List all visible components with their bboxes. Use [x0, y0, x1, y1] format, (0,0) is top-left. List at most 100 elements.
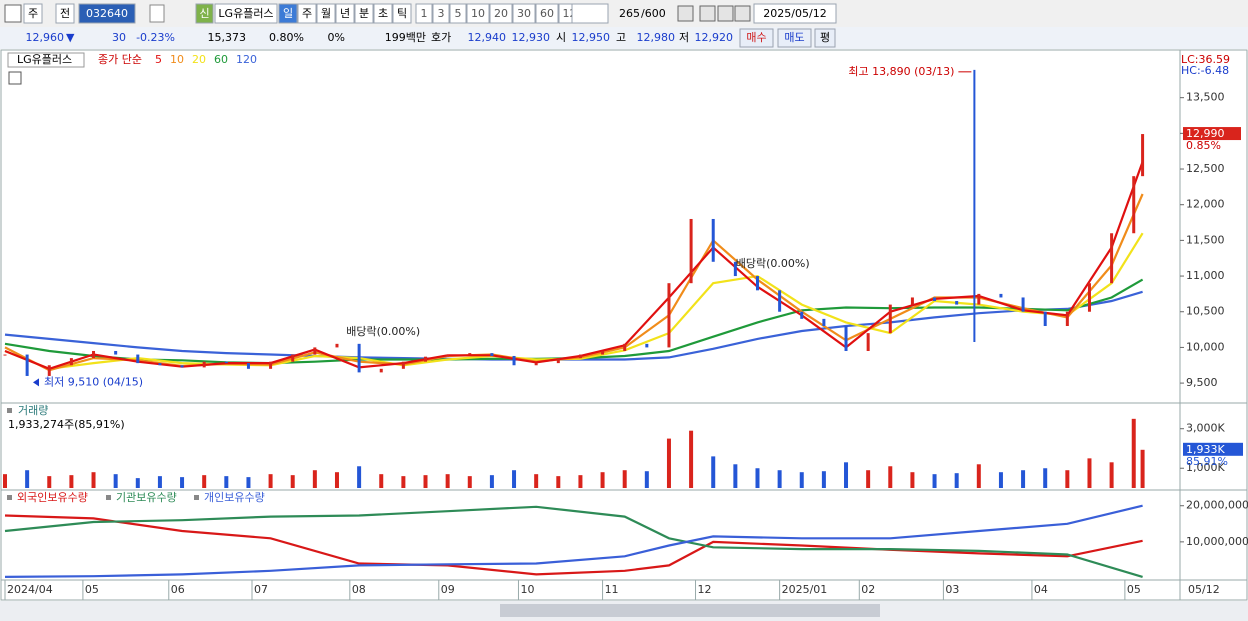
button-label[interactable]: 신	[199, 7, 209, 20]
button-label[interactable]: 틱	[397, 7, 407, 20]
last-price: 12,990	[1186, 127, 1225, 140]
icon[interactable]	[677, 5, 694, 22]
volume-bar	[888, 466, 893, 488]
button-label[interactable]: 3	[438, 7, 445, 20]
quote-high: 12,980	[637, 31, 676, 44]
button-label[interactable]: 주	[28, 7, 38, 20]
candle	[335, 343, 339, 348]
button[interactable]	[432, 3, 450, 24]
button-label[interactable]: 전	[60, 7, 70, 20]
candle	[556, 358, 560, 364]
quote-low-label: 저	[679, 31, 689, 44]
scroll-thumb[interactable]	[500, 604, 880, 617]
button-label[interactable]: 평	[820, 31, 830, 44]
quote-bid-label: 호가	[431, 31, 451, 44]
quote-bid: 12,930	[512, 31, 551, 44]
volume-bar	[733, 464, 738, 488]
candle	[999, 293, 1003, 298]
quote-change-pct: -0.23%	[136, 31, 175, 44]
button[interactable]	[354, 3, 374, 24]
legend-swatch	[7, 408, 12, 413]
button-label[interactable]: 60	[540, 7, 554, 20]
quote-bar	[0, 27, 1248, 49]
quote-ask: 12,940	[468, 31, 507, 44]
button-label[interactable]: 년	[340, 7, 350, 20]
icon[interactable]	[699, 5, 716, 22]
button-label[interactable]: 매수	[746, 31, 766, 44]
candle	[623, 343, 627, 351]
button[interactable]	[449, 3, 467, 24]
volume-bar	[910, 472, 915, 488]
candle	[977, 293, 981, 305]
button[interactable]	[814, 28, 836, 48]
button[interactable]	[415, 3, 433, 24]
button[interactable]	[466, 3, 490, 24]
button[interactable]	[297, 3, 317, 24]
low-marker	[32, 378, 39, 387]
volume-bar	[556, 476, 561, 488]
button[interactable]	[392, 3, 412, 24]
annotation: 배당락(0.00%)	[346, 325, 420, 338]
last-volume-box	[1183, 442, 1243, 456]
button-label[interactable]: 분	[359, 7, 369, 20]
input[interactable]	[571, 3, 609, 24]
button[interactable]	[777, 28, 812, 48]
candle	[25, 354, 29, 376]
candle	[313, 347, 317, 355]
button[interactable]	[55, 3, 75, 24]
x-tick-label: 09	[441, 583, 455, 596]
icon[interactable]	[149, 4, 165, 23]
button[interactable]	[195, 3, 214, 24]
series-line	[4, 504, 1143, 578]
button-label[interactable]: 2025/05/12	[763, 7, 826, 20]
button-label[interactable]: 032640	[86, 7, 128, 20]
button-label[interactable]: 일	[283, 6, 293, 20]
button[interactable]	[23, 3, 43, 24]
x-tick-label: 04	[1034, 583, 1048, 596]
button[interactable]	[335, 3, 355, 24]
button[interactable]	[316, 3, 336, 24]
volume-bar	[578, 475, 583, 488]
candle	[490, 353, 494, 356]
volume-bar	[135, 478, 140, 488]
button[interactable]	[512, 3, 536, 24]
button[interactable]	[739, 28, 774, 48]
hc: HC:-6.48	[1181, 64, 1229, 77]
button[interactable]	[489, 3, 513, 24]
candle	[866, 333, 870, 351]
button-label[interactable]: 10	[471, 7, 485, 20]
volume-bar	[379, 474, 384, 488]
button-label[interactable]: 매도	[784, 31, 804, 44]
candle	[224, 361, 228, 364]
button-label[interactable]: 월	[321, 7, 331, 20]
icon[interactable]	[4, 4, 22, 23]
button-label[interactable]: 20	[494, 7, 508, 20]
volume-bar	[312, 470, 317, 488]
button-label[interactable]: 초	[378, 7, 388, 20]
button-label[interactable]: 30	[517, 7, 531, 20]
icon[interactable]	[734, 5, 751, 22]
button-label[interactable]: 주	[302, 7, 312, 20]
button[interactable]	[753, 3, 837, 24]
legend-entry: 5	[155, 53, 162, 66]
button-label[interactable]: LG유플러스	[218, 7, 273, 20]
last-volume-pct: 85,91%	[1186, 455, 1228, 468]
button[interactable]	[278, 3, 298, 24]
chart-frame	[0, 49, 1248, 601]
volume-bar	[689, 430, 694, 488]
button[interactable]	[78, 3, 136, 24]
button[interactable]	[214, 3, 278, 24]
candle	[888, 304, 892, 334]
button-label[interactable]: 1	[421, 7, 428, 20]
icon[interactable]	[717, 5, 734, 22]
x-tick-label: 12	[698, 583, 712, 596]
button[interactable]	[373, 3, 393, 24]
volume-bar	[821, 471, 826, 488]
y-tick-label: 20,000,000	[1186, 499, 1248, 512]
quote-ratio2: 0%	[328, 31, 345, 44]
button-label[interactable]: 5	[455, 7, 462, 20]
volume-bar	[290, 475, 295, 488]
volume-bar	[711, 456, 716, 488]
button[interactable]	[535, 3, 559, 24]
y-tick-label: 10,500	[1186, 305, 1225, 318]
